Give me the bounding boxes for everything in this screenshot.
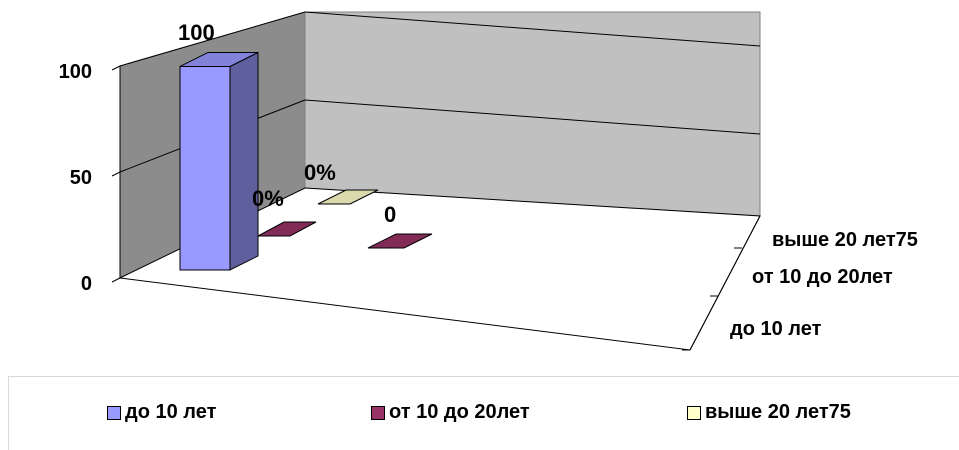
legend-item-2: от 10 до 20лет	[371, 401, 530, 424]
legend-item-1: до 10 лет	[107, 401, 216, 424]
bar-top-face	[257, 221, 317, 237]
y-tick-label: 0	[81, 273, 92, 295]
legend-label-1: до 10 лет	[125, 401, 217, 423]
data-label: 0	[384, 202, 396, 227]
y-tick-mark	[111, 65, 121, 71]
bar-top-face	[367, 233, 433, 249]
legend-swatch-2	[371, 405, 385, 420]
legend: до 10 лет от 10 до 20лет выше 20 лет75	[8, 376, 959, 450]
legend-label-2: от 10 до 20лет	[389, 401, 530, 423]
data-label: 0%	[252, 186, 284, 211]
depth-axis-ticks: до 10 лет от 10 до 20лет выше 20 лет75	[682, 215, 918, 351]
depth-tick-label: от 10 до 20лет	[752, 266, 893, 288]
legend-item-3: выше 20 лет75	[687, 401, 851, 424]
gridline-back	[304, 11, 761, 47]
depth-tick-label: до 10 лет	[730, 318, 822, 340]
legend-swatch-3	[687, 405, 701, 420]
depth-tick-label: выше 20 лет75	[772, 229, 918, 251]
legend-swatch-1	[107, 405, 121, 420]
y-axis-ticks: 0 50 100	[59, 61, 121, 295]
bar-3-2	[317, 189, 379, 205]
bar-top-face	[179, 51, 259, 67]
bars	[179, 51, 433, 271]
y-tick-label: 50	[70, 167, 92, 189]
back-wall	[304, 11, 761, 217]
bar-top-face	[317, 189, 379, 205]
bar-2-1	[257, 221, 317, 237]
bar-front-face	[179, 65, 231, 271]
bar-1-1	[179, 51, 259, 271]
chart-svg: 0 50 100 до 10 лет от 10 до 20лет выше 20 ле…	[59, 11, 918, 351]
y-tick-mark	[111, 171, 121, 177]
data-label: 100	[178, 20, 215, 45]
y-tick-mark	[111, 277, 121, 283]
bar-2-2	[367, 233, 433, 249]
gridline-side	[119, 11, 306, 67]
legend-label-3: выше 20 лет75	[705, 401, 851, 423]
depth-axis-line	[689, 215, 761, 351]
data-label: 0%	[304, 160, 336, 185]
gridline-back	[304, 99, 761, 135]
data-labels: 100 0% 0 0%	[178, 20, 396, 227]
bar-side-face	[229, 51, 259, 271]
y-tick-label: 100	[59, 61, 92, 83]
